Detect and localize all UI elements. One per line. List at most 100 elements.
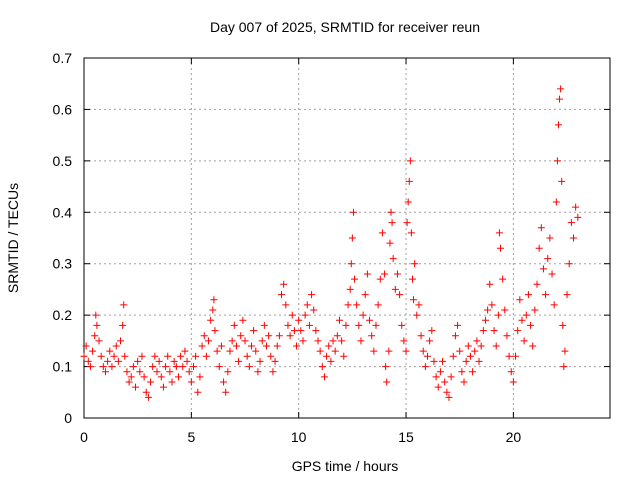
data-point	[370, 347, 378, 355]
data-point	[335, 316, 343, 324]
data-point	[127, 373, 135, 381]
data-point	[288, 311, 296, 319]
y-axis-title: SRMTID / TECUs	[5, 183, 21, 293]
data-point	[282, 301, 290, 309]
data-point	[484, 306, 492, 314]
data-point	[86, 363, 94, 371]
data-point	[349, 208, 357, 216]
data-point	[155, 357, 163, 365]
data-point	[202, 352, 210, 360]
data-point	[561, 347, 569, 355]
data-point	[537, 224, 545, 232]
data-point	[342, 321, 350, 329]
data-point	[93, 321, 101, 329]
data-point	[462, 357, 470, 365]
data-point	[174, 373, 182, 381]
data-point	[140, 373, 148, 381]
data-point	[303, 301, 311, 309]
data-point	[138, 352, 146, 360]
data-point	[149, 363, 157, 371]
data-point	[552, 198, 560, 206]
data-point	[505, 352, 513, 360]
data-point	[574, 213, 582, 221]
data-point	[477, 342, 485, 350]
data-point	[497, 244, 505, 252]
data-point	[471, 347, 479, 355]
data-point	[297, 327, 305, 335]
data-point	[554, 121, 562, 129]
data-point	[558, 177, 566, 185]
data-point	[299, 337, 307, 345]
data-point	[501, 306, 509, 314]
data-point	[314, 337, 322, 345]
data-point	[265, 332, 273, 340]
x-tick-label: 20	[506, 429, 522, 445]
data-point	[220, 378, 228, 386]
data-point	[110, 352, 118, 360]
data-point	[426, 337, 434, 345]
data-point	[209, 306, 217, 314]
y-tick-label: 0	[64, 410, 72, 426]
data-point	[492, 342, 500, 350]
data-point	[381, 270, 389, 278]
data-point	[80, 352, 88, 360]
data-point	[539, 265, 547, 273]
data-point	[147, 378, 155, 386]
data-point	[205, 337, 213, 345]
data-point	[293, 342, 301, 350]
data-point	[305, 321, 313, 329]
data-point	[398, 321, 406, 329]
data-point	[378, 229, 386, 237]
data-point	[407, 229, 415, 237]
data-point	[533, 280, 541, 288]
data-point	[527, 321, 535, 329]
data-point	[153, 368, 161, 376]
data-point	[213, 347, 221, 355]
data-point	[162, 363, 170, 371]
data-point	[338, 337, 346, 345]
data-point	[275, 332, 283, 340]
data-point	[346, 285, 354, 293]
data-point	[454, 321, 462, 329]
data-point	[524, 291, 532, 299]
data-point	[224, 368, 232, 376]
data-point	[318, 363, 326, 371]
data-point	[243, 352, 251, 360]
data-point	[402, 347, 410, 355]
data-point	[456, 347, 464, 355]
data-point	[494, 311, 502, 319]
data-point	[387, 208, 395, 216]
data-point	[97, 352, 105, 360]
data-point	[553, 157, 561, 165]
data-point	[254, 368, 262, 376]
data-point	[556, 95, 564, 103]
y-tick-label: 0.7	[53, 50, 73, 66]
data-point	[514, 327, 522, 335]
data-point	[546, 234, 554, 242]
data-point	[310, 306, 318, 314]
data-point	[408, 275, 416, 283]
data-point	[376, 275, 384, 283]
data-point	[340, 352, 348, 360]
data-point	[170, 357, 178, 365]
data-point	[271, 357, 279, 365]
data-point	[361, 291, 369, 299]
data-point	[166, 368, 174, 376]
data-point	[403, 219, 411, 227]
data-point	[185, 368, 193, 376]
data-point	[413, 311, 421, 319]
data-point	[351, 275, 359, 283]
data-point	[516, 296, 524, 304]
plot-frame	[83, 57, 611, 419]
data-point	[159, 383, 167, 391]
data-point	[347, 260, 355, 268]
data-point	[320, 373, 328, 381]
data-point	[430, 357, 438, 365]
data-point	[104, 357, 112, 365]
data-point	[383, 378, 391, 386]
grid	[84, 58, 610, 418]
data-point	[550, 301, 558, 309]
data-point	[432, 373, 440, 381]
data-point	[389, 255, 397, 263]
data-point	[260, 321, 268, 329]
